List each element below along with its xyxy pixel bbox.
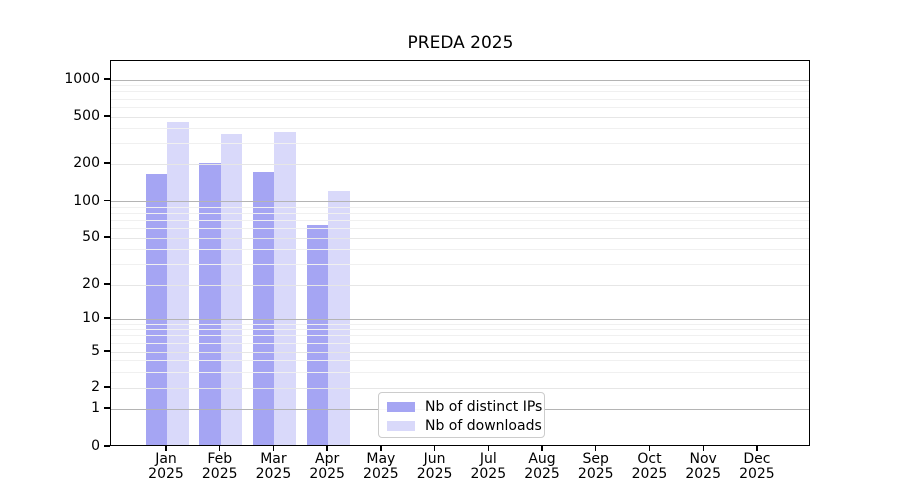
bar-downloads — [274, 132, 296, 445]
gridline — [111, 329, 809, 331]
y-tick-mark — [104, 199, 110, 202]
legend-swatch — [387, 420, 415, 431]
gridline — [111, 127, 809, 129]
y-tick-label: 10 — [82, 310, 100, 326]
bar-downloads — [220, 134, 243, 445]
x-tick-mark — [595, 446, 597, 451]
x-tick-mark — [756, 446, 758, 451]
legend-entry: Nb of distinct IPs — [387, 397, 544, 416]
legend-swatch — [387, 401, 415, 412]
gridline — [111, 263, 809, 265]
x-tick-label: Jan 2025 — [148, 451, 184, 482]
y-tick-label: 200 — [73, 155, 100, 171]
x-tick-mark — [380, 446, 382, 451]
bar-distinct-ips — [145, 174, 167, 445]
x-tick-label: Nov 2025 — [685, 451, 721, 482]
x-tick-label: Mar 2025 — [255, 451, 292, 482]
y-tick-label: 1 — [91, 400, 100, 416]
x-tick-label: Oct 2025 — [631, 451, 668, 482]
gridline — [111, 360, 809, 362]
x-tick-label: Feb 2025 — [201, 451, 238, 482]
bar-distinct-ips — [252, 172, 275, 445]
x-tick-mark — [272, 446, 275, 451]
x-tick-mark — [165, 446, 167, 451]
y-tick-mark — [104, 236, 110, 238]
y-tick-mark — [104, 386, 110, 388]
gridline — [111, 284, 809, 286]
gridline — [111, 342, 809, 344]
x-tick-mark — [541, 446, 543, 451]
x-tick-mark — [487, 446, 489, 451]
y-tick-mark — [104, 445, 110, 447]
x-tick-label: Jun 2025 — [416, 451, 453, 482]
x-tick-mark — [433, 446, 436, 451]
x-tick-label: Dec 2025 — [739, 451, 775, 482]
y-tick-mark — [104, 115, 110, 117]
gridline — [111, 219, 809, 221]
gridline — [111, 318, 809, 320]
gridline — [111, 116, 809, 118]
y-tick-mark — [104, 283, 110, 285]
x-tick-label: Jul 2025 — [470, 451, 507, 482]
x-tick-label: May 2025 — [363, 451, 399, 482]
plot-area — [110, 60, 810, 446]
y-tick-label: 1000 — [64, 71, 100, 87]
gridline — [111, 201, 809, 202]
x-tick-label: Aug 2025 — [524, 451, 560, 482]
y-tick-label: 0 — [91, 438, 100, 454]
gridline — [111, 371, 809, 373]
y-tick-label: 5 — [91, 343, 100, 359]
gridline — [111, 79, 809, 81]
chart-title: PREDA 2025 — [407, 33, 514, 53]
legend-label: Nb of distinct IPs — [425, 398, 543, 415]
x-tick-mark — [702, 446, 704, 451]
gridline — [111, 227, 809, 229]
x-tick-mark — [219, 446, 221, 451]
x-tick-label: Apr 2025 — [309, 451, 345, 482]
gridline — [111, 212, 809, 214]
y-tick-mark — [104, 162, 110, 164]
y-tick-mark — [104, 317, 110, 319]
y-tick-mark — [104, 407, 110, 409]
gridline — [111, 91, 809, 93]
y-tick-label: 50 — [82, 229, 100, 245]
bar-downloads — [167, 122, 189, 445]
y-tick-label: 20 — [82, 276, 100, 292]
gridline — [111, 335, 809, 337]
bar-downloads — [328, 190, 350, 445]
y-tick-mark — [104, 350, 110, 352]
gridline — [111, 237, 809, 239]
bar-distinct-ips — [199, 163, 221, 445]
bar-distinct-ips — [306, 225, 329, 445]
x-tick-mark — [326, 446, 328, 451]
gridline — [111, 106, 809, 108]
gridline — [111, 163, 809, 165]
gridline — [111, 85, 809, 87]
gridline — [111, 98, 809, 100]
gridline — [111, 387, 809, 389]
y-tick-mark — [104, 78, 110, 80]
legend-entry: Nb of downloads — [387, 416, 544, 435]
y-tick-label: 100 — [73, 192, 100, 209]
y-tick-label: 500 — [73, 108, 100, 124]
x-tick-label: Sep 2025 — [577, 451, 614, 482]
gridline — [111, 351, 809, 353]
y-tick-label: 2 — [91, 379, 100, 395]
gridline — [111, 323, 809, 325]
gridline — [111, 142, 809, 144]
gridline — [111, 248, 809, 250]
x-tick-mark — [648, 446, 651, 451]
gridline — [111, 206, 809, 208]
legend: Nb of distinct IPs Nb of downloads — [378, 392, 545, 438]
legend-label: Nb of downloads — [425, 417, 542, 434]
